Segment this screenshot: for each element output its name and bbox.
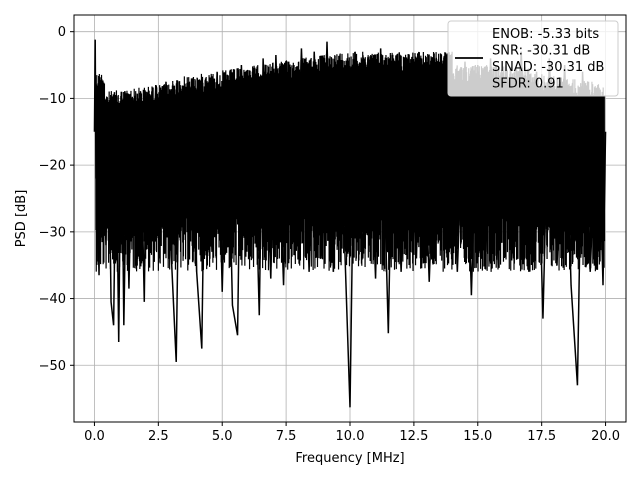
y-tick-label: 0 bbox=[58, 25, 66, 40]
psd-series-line bbox=[95, 51, 606, 272]
x-tick-label: 2.5 bbox=[148, 429, 169, 444]
y-tick-label: −10 bbox=[39, 92, 66, 107]
y-tick-label: −20 bbox=[39, 159, 66, 174]
x-tick-label: 15.0 bbox=[463, 429, 492, 444]
y-tick-label: −50 bbox=[39, 359, 66, 374]
x-axis-label: Frequency [MHz] bbox=[295, 451, 404, 466]
y-tick-label: −40 bbox=[39, 292, 66, 307]
x-tick-label: 7.5 bbox=[276, 429, 297, 444]
legend-entry: SNR: -30.31 dB bbox=[492, 44, 590, 59]
x-tick-label: 20.0 bbox=[591, 429, 620, 444]
legend-entry: SINAD: -30.31 dB bbox=[492, 60, 604, 75]
x-axis-ticks: 0.0 2.5 5.0 7.5 10.0 12.5 15.0 17.5 20.0 bbox=[84, 422, 620, 444]
y-axis-label: PSD [dB] bbox=[14, 190, 29, 248]
legend-entry: ENOB: -5.33 bits bbox=[492, 27, 599, 42]
x-tick-label: 17.5 bbox=[527, 429, 556, 444]
x-tick-label: 0.0 bbox=[84, 429, 105, 444]
x-tick-label: 10.0 bbox=[336, 429, 365, 444]
x-tick-label: 5.0 bbox=[212, 429, 233, 444]
y-axis-ticks: 0 −10 −20 −30 −40 −50 bbox=[39, 25, 74, 374]
y-tick-label: −30 bbox=[39, 225, 66, 240]
x-tick-label: 12.5 bbox=[399, 429, 428, 444]
legend-entry: SFDR: 0.91 bbox=[492, 77, 564, 92]
legend-box bbox=[447, 20, 619, 97]
